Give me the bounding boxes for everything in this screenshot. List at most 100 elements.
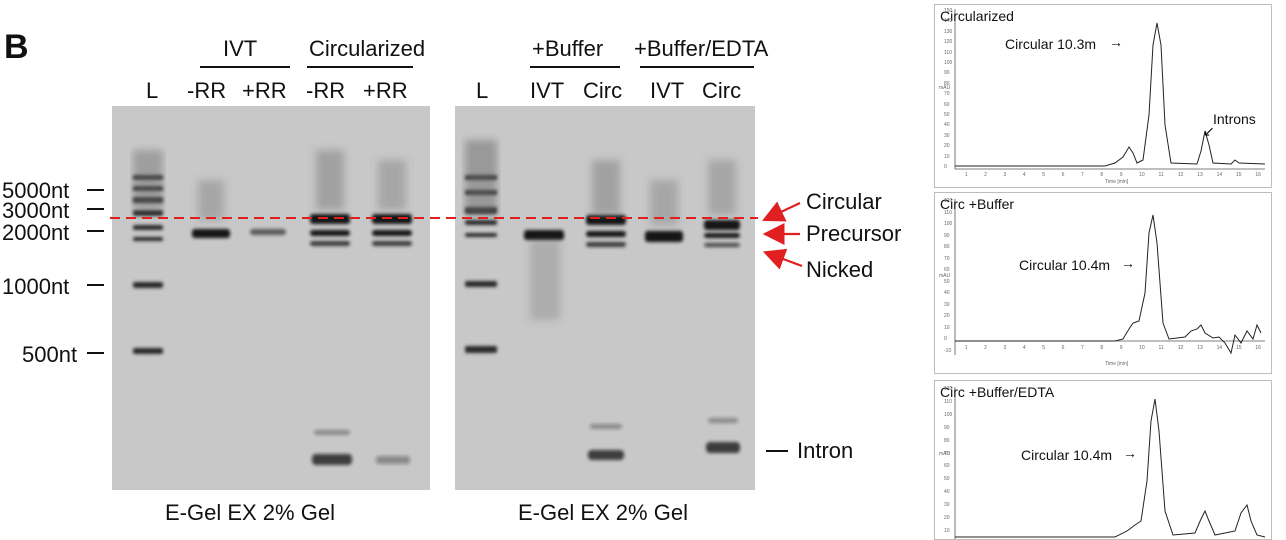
chromatogram-circ-buffer: Circ +Buffer Circular 10.4m → mAU Time […	[934, 192, 1272, 374]
chromatogram-plot	[954, 387, 1266, 539]
precursor-band	[704, 233, 740, 238]
lane-label-circ-plus-rr: +RR	[363, 78, 408, 103]
chrom-y-tick: 130	[944, 28, 953, 35]
chrom-x-tick: 13	[1197, 345, 1203, 351]
chrom-x-tick: 10	[1139, 345, 1145, 351]
band-label-circular: Circular	[806, 189, 882, 214]
chrom-y-tick: 60	[944, 267, 950, 274]
chrom-y-tick: 50	[944, 476, 950, 483]
chrom-y-tick: 60	[944, 463, 950, 470]
circular-band	[704, 220, 740, 230]
chrom-x-tick: 7	[1080, 172, 1084, 178]
chrom-x-tick: 1	[964, 172, 968, 178]
ladder-band	[465, 233, 497, 237]
chrom-y-tick: 110	[944, 209, 952, 216]
circular-band	[586, 215, 626, 225]
ladder-label-3000: 3000nt	[2, 198, 70, 223]
precursor-band	[250, 229, 286, 235]
chrom-x-tick: 12	[1177, 172, 1184, 178]
circular-band	[310, 214, 350, 224]
chrom-x-tick: 15	[1235, 172, 1242, 178]
nicked-band	[372, 241, 412, 246]
chrom-y-tick: 140	[944, 18, 953, 25]
chrom-y-tick: 120	[944, 39, 953, 46]
lane-label-edta-ivt: IVT	[650, 78, 685, 103]
group-underline-buffer-edta	[640, 66, 754, 68]
chrom-x-tick: 9	[1119, 172, 1123, 178]
lane-label-ivt-minus-rr: -RR	[187, 78, 227, 103]
chrom-y-tick: 0	[944, 164, 947, 170]
chrom-y-tick: 110	[944, 398, 952, 405]
chrom-y-tick: 90	[944, 232, 950, 239]
lane-label-buffer-ivt: IVT	[530, 78, 565, 103]
chrom-x-tick: 5	[1042, 345, 1045, 351]
chromatogram-circ-buffer-edta: Circ +Buffer/EDTA Circular 10.4m → mAU 1…	[934, 380, 1272, 540]
chrom-y-axis-label: mAU	[939, 451, 951, 457]
chrom-x-tick: 16	[1255, 172, 1261, 178]
chrom-x-tick: 10	[1139, 172, 1145, 178]
intron-band	[706, 442, 740, 453]
chrom-arrow: →	[1109, 34, 1123, 50]
chrom-x-tick: 14	[1216, 172, 1223, 178]
precursor-band	[310, 230, 350, 236]
chrom-x-tick: 8	[1100, 172, 1104, 178]
ladder-band	[133, 210, 163, 216]
chrom-x-tick: 14	[1216, 345, 1223, 351]
chromatogram-trace	[955, 214, 1262, 355]
chrom-y-tick: 40	[944, 489, 950, 496]
chrom-y-tick: 120	[944, 198, 953, 204]
chrom-peak-label: Circular 10.4m	[1021, 447, 1113, 463]
chrom-y-tick: 30	[944, 502, 950, 509]
group-underline-ivt	[200, 66, 290, 68]
intron-band	[314, 430, 350, 435]
panel-letter: B	[4, 28, 29, 66]
chrom-title: Circ +Buffer	[940, 196, 1015, 212]
ladder-label-500: 500nt	[22, 342, 78, 367]
chrom-y-tick: 80	[944, 437, 950, 444]
ladder-label-2000: 2000nt	[2, 220, 70, 245]
chrom-arrow: →	[1123, 445, 1137, 461]
ladder-band	[133, 282, 163, 288]
chrom-x-axis-label: Time [min]	[1105, 361, 1129, 367]
chrom-y-tick: 70	[944, 255, 950, 262]
chrom-introns-label: Introns	[1213, 111, 1256, 127]
chrom-y-tick: 20	[944, 313, 950, 320]
chrom-y-tick: 10	[944, 528, 950, 534]
chrom-x-tick: 2	[984, 172, 987, 178]
band-label-intron: Intron	[797, 438, 854, 463]
chrom-x-tick: 6	[1061, 172, 1065, 178]
lane-label-ladder: L	[146, 78, 159, 103]
chrom-y-tick: 40	[944, 122, 950, 129]
chrom-x-tick: 5	[1042, 172, 1045, 178]
chrom-x-tick: 15	[1235, 345, 1242, 351]
chrom-x-tick: 7	[1080, 345, 1084, 351]
group-underline-circularized	[307, 66, 413, 68]
intron-band	[376, 456, 410, 464]
precursor-band	[586, 231, 626, 237]
chrom-x-tick: 11	[1158, 172, 1164, 178]
chrom-peak-label: Circular 10.3m	[1005, 36, 1097, 52]
chrom-x-tick: 2	[984, 345, 987, 351]
intron-band	[708, 418, 738, 423]
intron-band	[590, 424, 622, 429]
chromatogram-trace	[955, 22, 1266, 167]
intron-band	[588, 450, 624, 460]
chrom-x-tick: 4	[1022, 172, 1026, 178]
gel-caption-1: E-Gel EX 2% Gel	[165, 500, 335, 525]
nicked-band	[704, 243, 740, 247]
chrom-x-tick: 1	[964, 345, 968, 351]
lane-label-edta-circ: Circ	[702, 78, 742, 103]
chrom-y-tick: 50	[944, 278, 950, 285]
chrom-y-tick: 100	[944, 60, 953, 66]
chrom-y-tick: 10	[944, 324, 950, 331]
intron-band	[312, 454, 352, 465]
group-header-ivt: IVT	[223, 36, 258, 61]
chrom-x-tick: 11	[1158, 345, 1164, 351]
chrom-y-tick: 10	[944, 153, 950, 160]
chrom-y-tick: 120	[944, 386, 953, 392]
band-label-nicked: Nicked	[806, 257, 874, 282]
chrom-title: Circ +Buffer/EDTA	[940, 384, 1055, 400]
nicked-arrow	[762, 248, 803, 270]
lane-label-ladder-2: L	[476, 78, 489, 103]
